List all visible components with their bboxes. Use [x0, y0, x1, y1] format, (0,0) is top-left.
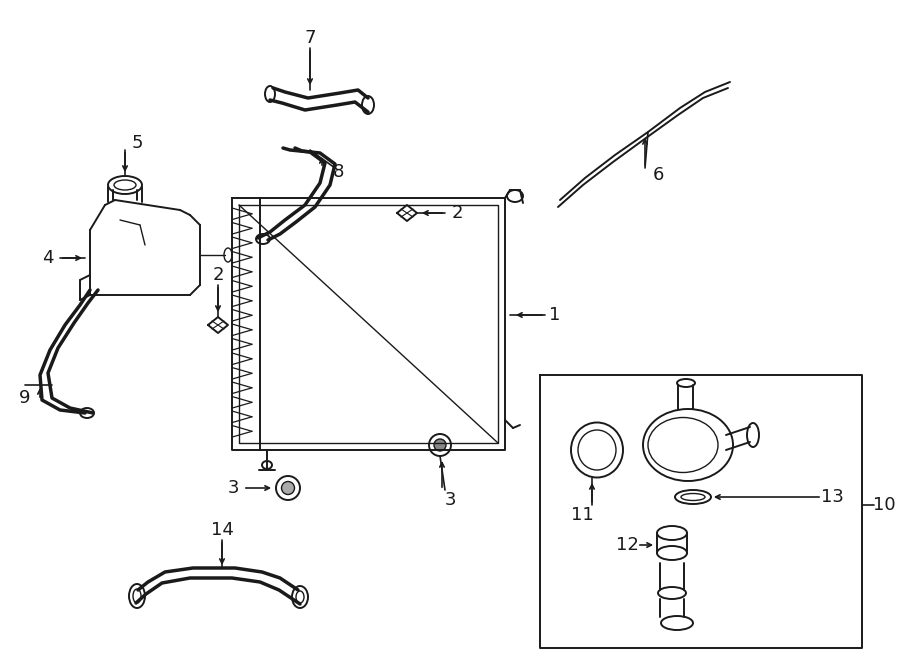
Ellipse shape	[282, 481, 294, 494]
Ellipse shape	[80, 408, 94, 418]
Text: 3: 3	[227, 479, 239, 497]
Ellipse shape	[578, 430, 616, 470]
Text: 4: 4	[42, 249, 54, 267]
Ellipse shape	[677, 379, 695, 387]
Ellipse shape	[571, 422, 623, 477]
Ellipse shape	[276, 476, 300, 500]
Ellipse shape	[224, 248, 232, 262]
Ellipse shape	[657, 546, 687, 560]
Text: 1: 1	[549, 306, 561, 324]
Ellipse shape	[747, 423, 759, 447]
Ellipse shape	[114, 180, 136, 190]
Ellipse shape	[658, 587, 686, 599]
Text: 8: 8	[332, 163, 344, 181]
Ellipse shape	[133, 589, 141, 603]
Ellipse shape	[661, 616, 693, 630]
Ellipse shape	[648, 418, 718, 473]
Text: 14: 14	[211, 521, 233, 539]
Ellipse shape	[362, 96, 374, 114]
Ellipse shape	[681, 494, 705, 500]
Text: 3: 3	[445, 491, 455, 509]
Ellipse shape	[256, 234, 270, 244]
Text: 7: 7	[304, 29, 316, 47]
Text: 10: 10	[873, 496, 896, 514]
Ellipse shape	[108, 176, 142, 194]
Text: 2: 2	[451, 204, 463, 222]
Ellipse shape	[507, 190, 523, 202]
Text: 12: 12	[616, 536, 638, 554]
Text: 6: 6	[652, 166, 663, 184]
Ellipse shape	[434, 439, 446, 451]
Ellipse shape	[429, 434, 451, 456]
Ellipse shape	[262, 461, 272, 469]
Text: 11: 11	[571, 506, 593, 524]
Ellipse shape	[657, 526, 687, 540]
Text: 5: 5	[131, 134, 143, 152]
Text: 2: 2	[212, 266, 224, 284]
Ellipse shape	[643, 409, 733, 481]
Ellipse shape	[265, 86, 275, 102]
Text: 9: 9	[19, 389, 31, 407]
Ellipse shape	[675, 490, 711, 504]
Text: 13: 13	[821, 488, 843, 506]
Ellipse shape	[292, 586, 308, 608]
Ellipse shape	[129, 584, 145, 608]
Ellipse shape	[296, 591, 304, 603]
